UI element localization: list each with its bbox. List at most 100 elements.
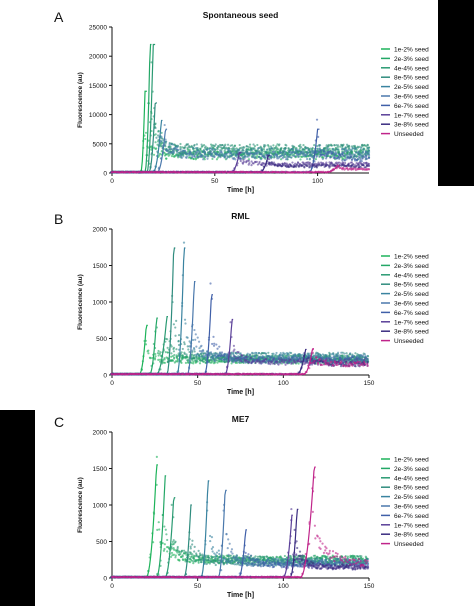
data-point <box>346 145 350 148</box>
data-point <box>202 158 205 161</box>
data-point <box>157 349 160 353</box>
data-point <box>197 153 200 156</box>
data-point <box>317 164 320 167</box>
data-point <box>252 143 255 146</box>
data-point <box>193 350 196 353</box>
data-point <box>252 148 255 151</box>
data-point <box>251 152 254 155</box>
data-point <box>221 147 224 150</box>
data-point <box>202 144 206 147</box>
data-point <box>269 145 273 148</box>
data-point <box>168 144 171 147</box>
data-point <box>268 147 271 150</box>
data-point <box>315 118 319 121</box>
data-point <box>191 146 195 150</box>
data-point <box>171 143 174 146</box>
data-point <box>238 147 242 150</box>
data-point <box>223 353 227 356</box>
data-point <box>299 355 302 358</box>
data-point <box>185 143 188 146</box>
legend-label: 1e-7% seed <box>394 112 429 119</box>
data-point <box>289 164 293 167</box>
data-point <box>254 149 257 152</box>
data-point <box>359 152 362 155</box>
data-point <box>334 146 338 149</box>
data-point <box>274 147 277 150</box>
data-point <box>175 319 178 322</box>
data-point <box>184 361 188 365</box>
data-point <box>223 156 226 159</box>
data-point <box>281 157 284 160</box>
data-point <box>267 158 270 161</box>
data-point <box>193 143 196 147</box>
data-point <box>326 151 329 154</box>
data-point <box>290 156 293 159</box>
data-point <box>217 144 220 148</box>
data-point <box>321 353 324 356</box>
data-point <box>273 163 276 166</box>
data-point <box>322 163 325 167</box>
data-point <box>345 143 349 146</box>
data-point <box>305 147 308 150</box>
data-point <box>315 166 319 169</box>
data-point <box>330 356 333 359</box>
data-point <box>332 149 335 152</box>
data-point <box>326 148 330 151</box>
data-point <box>222 358 226 361</box>
data-point <box>247 145 250 148</box>
data-point <box>305 157 309 161</box>
data-point <box>365 154 368 157</box>
data-point <box>242 158 245 161</box>
data-point <box>363 143 366 147</box>
data-point <box>286 157 289 161</box>
data-point <box>261 154 264 157</box>
data-point <box>189 151 192 154</box>
data-point <box>354 352 357 355</box>
data-point <box>182 241 186 244</box>
data-point <box>144 131 148 134</box>
data-point <box>324 354 327 357</box>
data-point <box>179 145 182 149</box>
data-point <box>275 153 278 157</box>
data-point <box>285 144 288 147</box>
data-point <box>173 353 176 357</box>
data-point <box>325 161 328 164</box>
data-point <box>258 151 261 154</box>
data-point <box>198 147 202 150</box>
series-1e-7-seed <box>110 318 369 376</box>
data-point <box>324 152 327 155</box>
data-point <box>213 359 216 363</box>
data-point <box>223 144 226 147</box>
data-point <box>324 164 328 167</box>
data-point <box>345 154 348 157</box>
data-point <box>232 361 235 364</box>
data-point <box>179 148 182 151</box>
data-point <box>203 354 206 357</box>
data-point <box>157 358 160 361</box>
data-point <box>232 352 235 356</box>
data-point <box>272 144 275 147</box>
data-point <box>167 152 170 155</box>
data-point <box>229 144 232 147</box>
data-point <box>226 155 230 159</box>
data-point <box>154 355 157 358</box>
data-point <box>351 356 354 359</box>
data-point <box>349 352 352 355</box>
data-point <box>198 362 202 365</box>
data-point <box>350 161 353 164</box>
data-point <box>313 144 316 147</box>
right-dark-bar <box>438 0 474 186</box>
data-point <box>342 356 345 359</box>
data-point <box>264 153 267 156</box>
data-point <box>316 144 319 148</box>
data-point <box>176 145 179 148</box>
data-point <box>154 147 157 151</box>
data-point <box>328 147 331 150</box>
data-point <box>180 358 183 361</box>
data-point <box>240 357 243 360</box>
data-point <box>207 152 210 155</box>
data-point <box>333 156 337 159</box>
data-point <box>152 153 156 156</box>
panel-letter: B <box>54 211 63 227</box>
data-point <box>190 156 194 159</box>
